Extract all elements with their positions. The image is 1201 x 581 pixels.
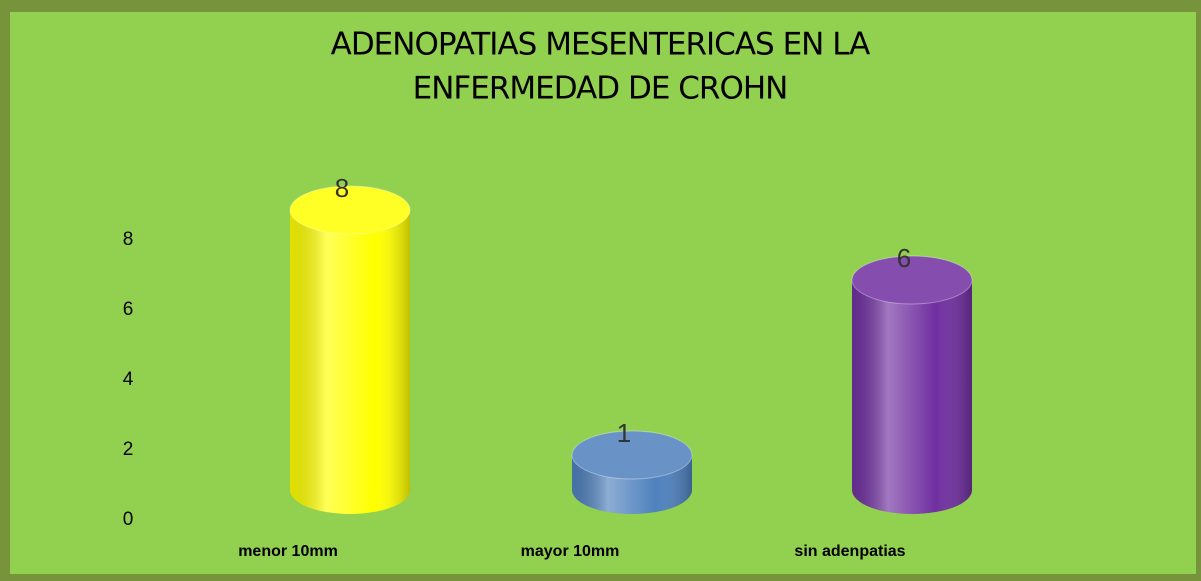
data-label: 8 (335, 173, 349, 203)
bar-top (571, 430, 693, 480)
bar-top-shading (572, 431, 692, 479)
data-label: 1 (617, 418, 631, 448)
y-tick-label: 8 (123, 229, 134, 250)
bar-top (851, 255, 973, 305)
x-tick-label: mayor 10mm (521, 543, 620, 560)
bar-top (289, 185, 411, 235)
x-tick-label: sin adenpatias (794, 543, 905, 560)
bar-shading (290, 210, 410, 514)
y-tick-label: 2 (123, 439, 134, 460)
y-tick-label: 0 (123, 509, 134, 530)
bar-top-shading (290, 186, 410, 234)
x-tick-label: menor 10mm (238, 543, 338, 560)
y-tick-label: 4 (123, 369, 134, 390)
bar-shading (852, 280, 972, 514)
data-label: 6 (897, 243, 911, 273)
chart-title: ENFERMEDAD DE CROHN (413, 71, 788, 107)
y-tick-label: 6 (123, 299, 134, 320)
chart-title: ADENOPATIAS MESENTERICAS EN LA (331, 27, 871, 63)
bar-top-shading (852, 256, 972, 304)
